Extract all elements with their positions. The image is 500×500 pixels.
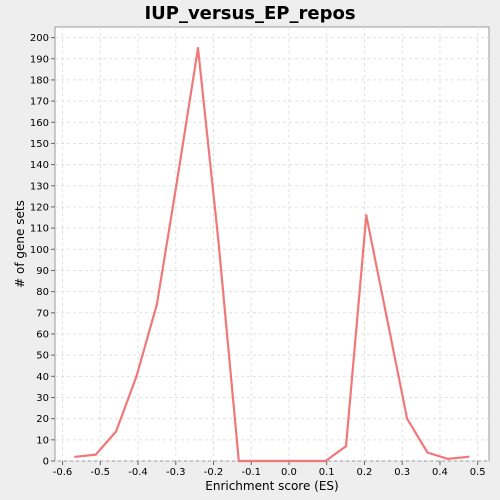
data-point xyxy=(344,445,348,448)
y-tick-label: 50 xyxy=(36,351,49,362)
x-tick-label: -0.5 xyxy=(91,467,111,478)
data-point xyxy=(405,417,409,420)
data-point xyxy=(446,457,450,461)
y-tick-label: 0 xyxy=(43,457,49,468)
axis-ticks: 0 10 20 30 40 50 60 70 80 90 100 110 120 130 140 150 160… xyxy=(30,33,486,478)
y-tick-label: 90 xyxy=(36,266,49,277)
y-tick-label: 120 xyxy=(30,202,49,213)
data-point xyxy=(176,178,179,181)
y-tick-label: 160 xyxy=(30,118,49,129)
y-tick-label: 150 xyxy=(30,139,49,150)
grid xyxy=(55,27,489,462)
y-tick-label: 100 xyxy=(30,245,49,256)
y-tick-label: 180 xyxy=(30,75,49,86)
y-tick-label: 130 xyxy=(30,181,49,192)
x-tick-label: 0.5 xyxy=(470,467,486,478)
y-tick-label: 40 xyxy=(36,372,49,383)
x-tick-label: -0.1 xyxy=(241,467,261,478)
x-tick-label: 0.4 xyxy=(432,467,448,478)
data-point xyxy=(287,459,291,463)
y-tick-label: 140 xyxy=(30,160,49,171)
y-tick-label: 170 xyxy=(30,97,49,108)
series-layer xyxy=(74,47,470,463)
data-point xyxy=(365,214,368,217)
y-tick-label: 190 xyxy=(30,54,49,65)
data-point xyxy=(324,459,327,463)
x-axis-label: Enrichment score (ES) xyxy=(205,479,338,493)
data-point xyxy=(74,455,77,458)
x-tick-label: 0.0 xyxy=(281,467,297,478)
x-tick-label: -0.2 xyxy=(204,467,224,478)
y-tick-label: 110 xyxy=(30,224,49,235)
plot-area xyxy=(54,26,490,462)
data-point xyxy=(135,375,138,378)
x-tick-label: -0.3 xyxy=(166,467,186,478)
data-point xyxy=(94,453,98,456)
y-tick-label: 60 xyxy=(36,329,49,340)
data-point xyxy=(426,451,429,454)
y-tick-label: 200 xyxy=(30,33,49,44)
data-point xyxy=(237,459,240,463)
y-tick-label: 10 xyxy=(36,435,49,446)
y-tick-label: 20 xyxy=(36,414,49,425)
data-point xyxy=(155,303,159,306)
y-tick-label: 30 xyxy=(36,393,49,404)
y-tick-label: 70 xyxy=(36,308,49,319)
x-tick-label: 0.2 xyxy=(357,467,373,478)
data-point xyxy=(385,315,388,319)
x-tick-label: -0.6 xyxy=(53,467,73,478)
y-axis-label: # of gene sets xyxy=(13,200,27,288)
x-tick-label: -0.4 xyxy=(128,467,148,478)
x-tick-label: 0.1 xyxy=(319,467,335,478)
data-point xyxy=(467,455,470,458)
chart-title: IUP_versus_EP_repos xyxy=(144,3,355,24)
data-point xyxy=(217,239,220,242)
x-tick-label: 0.3 xyxy=(394,467,410,478)
data-point xyxy=(114,430,118,433)
data-point xyxy=(258,459,261,463)
data-point xyxy=(196,47,200,50)
y-tick-label: 80 xyxy=(36,287,49,298)
